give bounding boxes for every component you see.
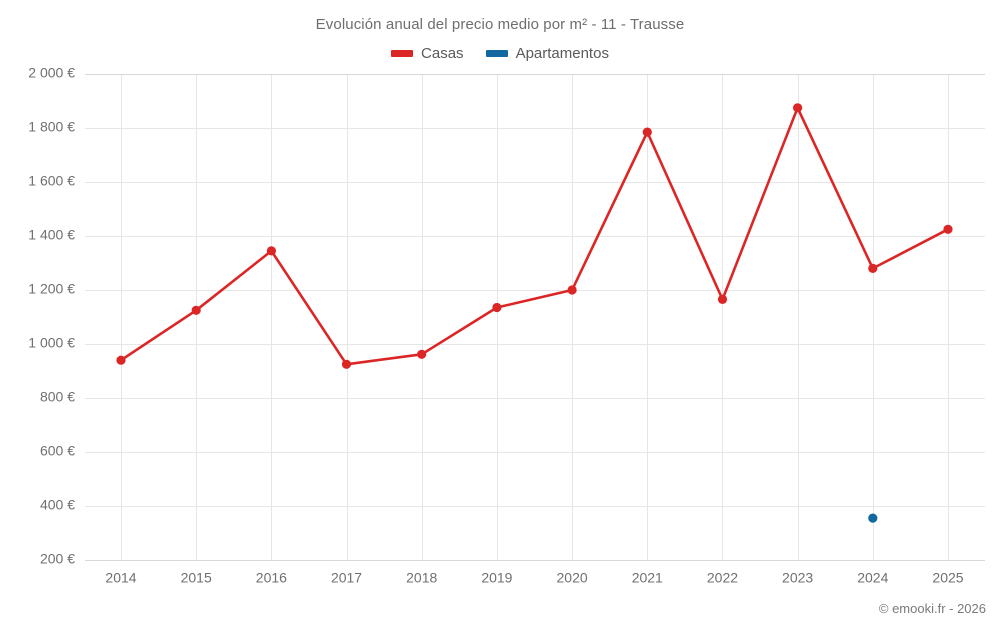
data-series-layer xyxy=(116,103,953,523)
legend-swatch-casas xyxy=(391,50,414,57)
y-axis-tick-label: 1 000 € xyxy=(28,335,75,351)
y-axis-tick-label: 1 800 € xyxy=(28,119,75,135)
legend-label-apartamentos: Apartamentos xyxy=(515,45,609,62)
x-axis-tick-label: 2015 xyxy=(181,569,212,585)
y-axis-tick-label: 1 200 € xyxy=(28,281,75,297)
y-axis-tick-label: 800 € xyxy=(40,389,75,405)
y-axis-tick-label: 2 000 € xyxy=(28,65,75,81)
y-axis-tick-label: 200 € xyxy=(40,551,75,567)
x-axis-tick-label: 2016 xyxy=(256,569,287,585)
x-axis-tick-label: 2022 xyxy=(707,569,738,585)
legend-label-casas: Casas xyxy=(421,45,464,62)
chart-title: Evolución anual del precio medio por m² … xyxy=(315,16,685,33)
x-axis-tick-label: 2018 xyxy=(406,569,437,585)
legend-item-casas[interactable]: Casas xyxy=(391,45,464,62)
legend-item-apartamentos[interactable]: Apartamentos xyxy=(485,45,609,62)
y-axis-tick-labels: 2 000 € 1 800 € 1 600 € 1 400 € 1 200 € 1 000… xyxy=(28,65,75,567)
legend-swatch-apartamentos xyxy=(485,50,508,57)
data-point[interactable] xyxy=(642,127,652,137)
y-axis-tick-label: 400 € xyxy=(40,497,75,513)
data-point[interactable] xyxy=(868,263,878,273)
footer-credit: © emooki.fr - 2026 xyxy=(878,601,986,616)
data-point[interactable] xyxy=(717,294,728,304)
x-axis-tick-label: 2019 xyxy=(481,569,512,585)
data-point[interactable] xyxy=(868,513,878,523)
data-point[interactable] xyxy=(567,285,577,295)
data-point[interactable] xyxy=(191,305,201,315)
data-point[interactable] xyxy=(266,246,276,256)
data-point[interactable] xyxy=(492,302,502,313)
y-axis-tick-label: 1 400 € xyxy=(28,227,75,243)
data-point[interactable] xyxy=(417,349,427,359)
x-axis-tick-label: 2020 xyxy=(557,569,588,585)
y-axis-tick-label: 600 € xyxy=(40,443,75,459)
data-point[interactable] xyxy=(793,103,803,113)
chart-legend: Casas Apartamentos xyxy=(0,45,1000,62)
data-point[interactable] xyxy=(116,355,126,365)
data-point[interactable] xyxy=(943,224,953,234)
data-point[interactable] xyxy=(341,359,352,369)
x-axis-tick-labels: 2014 2015 2016 2017 2018 2019 2020 2021 2022 2023… xyxy=(105,569,963,585)
x-axis-tick-label: 2017 xyxy=(331,569,362,585)
y-axis-tick-label: 1 600 € xyxy=(28,173,75,189)
axis-lines xyxy=(85,74,985,561)
x-axis-tick-label: 2023 xyxy=(782,569,813,585)
gridlines xyxy=(85,74,985,561)
x-axis-tick-label: 2025 xyxy=(932,569,963,585)
x-axis-tick-label: 2021 xyxy=(632,569,663,585)
x-axis-tick-label: 2024 xyxy=(857,569,888,585)
x-axis-tick-label: 2014 xyxy=(105,569,136,585)
series-line xyxy=(119,106,950,366)
